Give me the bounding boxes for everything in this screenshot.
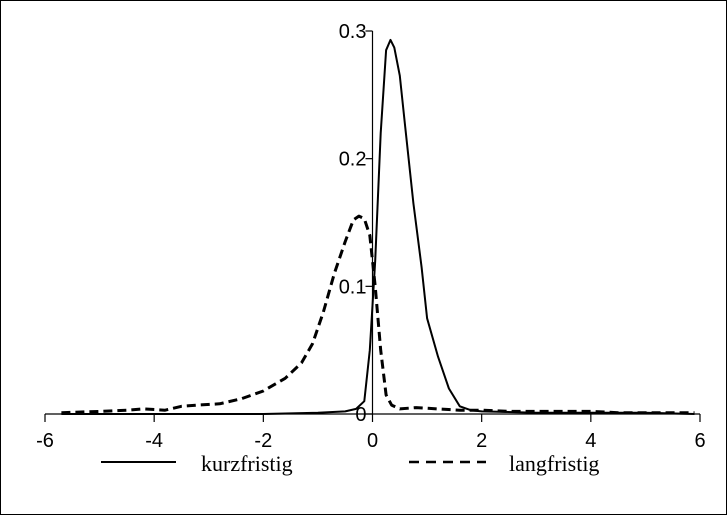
series-line-kurzfristig	[61, 38, 695, 415]
legend: kurzfristig langfristig	[101, 451, 599, 476]
x-tick-label: -6	[36, 430, 54, 452]
x-tick-label: -2	[254, 430, 272, 452]
y-tick-label: 0.2	[339, 149, 367, 171]
y-tick-label: 0.3	[339, 21, 367, 43]
x-tick-label: 2	[476, 430, 487, 452]
x-tick-label: -4	[145, 430, 163, 452]
x-tick-label: 4	[585, 430, 596, 452]
x-ticks: -6 -4 -2 0 2 4 6	[36, 414, 706, 452]
x-tick-label: 0	[367, 430, 378, 452]
y-tick-label: 0	[355, 404, 366, 426]
y-ticks: 0 0.1 0.2 0.3	[339, 21, 373, 426]
legend-label-langfristig: langfristig	[509, 451, 599, 476]
series-line-langfristig	[61, 214, 695, 415]
series-layer	[61, 38, 695, 415]
y-tick-label: 0.1	[339, 276, 367, 298]
x-tick-label: 6	[694, 430, 705, 452]
legend-label-kurzfristig: kurzfristig	[201, 451, 293, 476]
